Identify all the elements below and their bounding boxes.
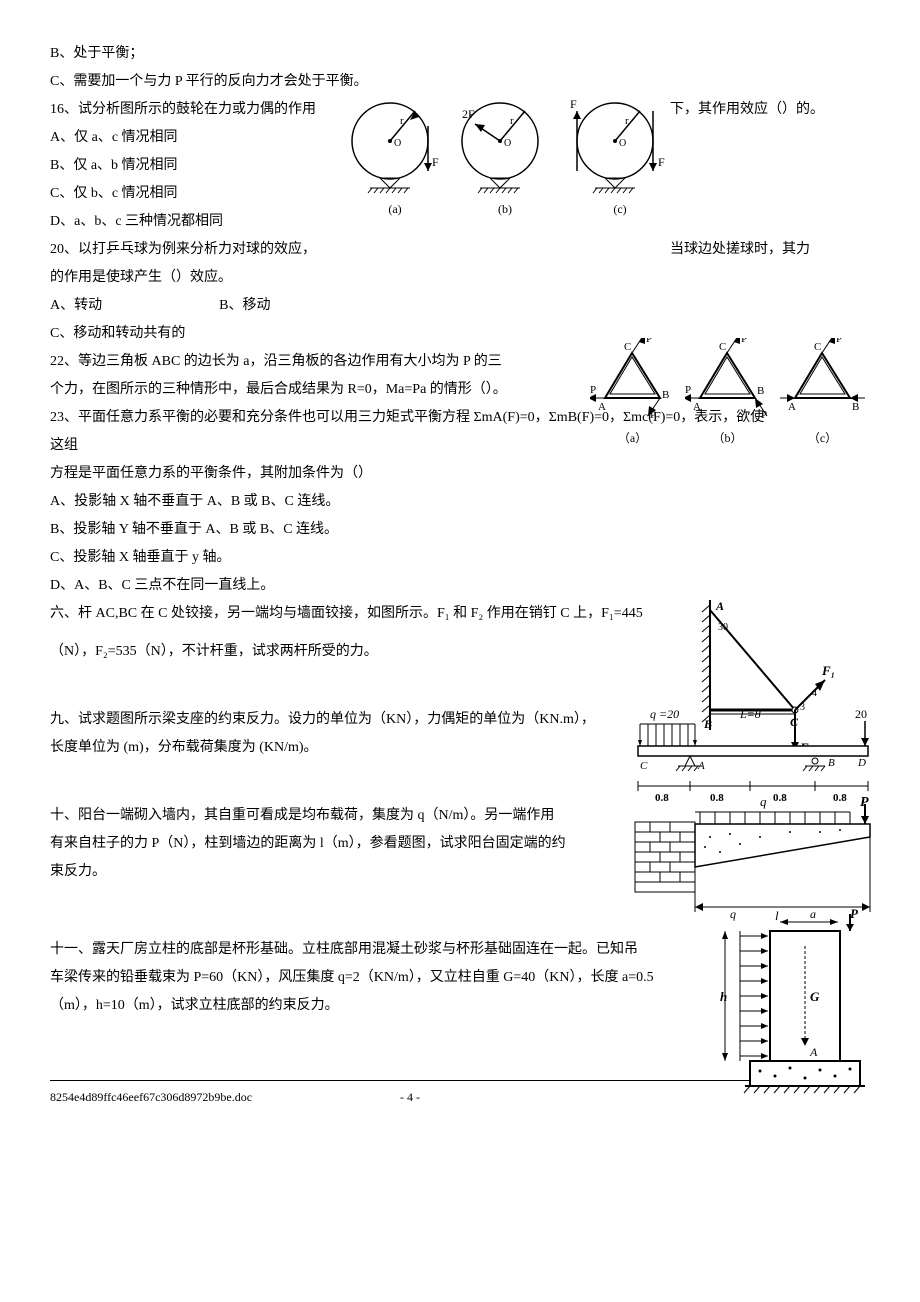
q16-cap-a: (a)	[388, 202, 401, 216]
svg-text:F: F	[432, 155, 439, 169]
svg-text:A: A	[693, 401, 701, 413]
svg-text:2F: 2F	[462, 107, 475, 121]
q23-opt-d: D、A、B、C 三点不在同一直线上。	[50, 572, 770, 600]
svg-text:q: q	[760, 794, 767, 809]
svg-text:F: F	[658, 155, 665, 169]
q22-cap-b: （b）	[712, 431, 742, 445]
svg-text:P: P	[590, 384, 596, 396]
q9: 九、试求题图所示梁支座的约束反力。设力的单位为（KN），力偶矩的单位为（KN.m…	[50, 706, 770, 762]
q16-cap-b: (b)	[498, 202, 512, 216]
svg-text:F₁: F₁	[821, 663, 835, 678]
svg-text:P: P	[685, 384, 691, 396]
svg-text:A: A	[809, 1045, 818, 1059]
svg-text:A: A	[788, 401, 796, 413]
svg-text:A: A	[697, 760, 705, 772]
q20-line1-left: 20、以打乒乓球为例来分析力对球的效应，	[50, 236, 770, 264]
q16-opt-b: B、仅 a、b 情况相同	[50, 152, 330, 180]
svg-text:C: C	[814, 341, 821, 353]
svg-text:A: A	[598, 401, 606, 413]
q11-figure: q a P h G A	[710, 906, 870, 1107]
q22-fig-b: PC PA BP	[685, 338, 770, 418]
svg-text:P: P	[836, 338, 842, 345]
svg-text:C: C	[719, 341, 726, 353]
q22-fig-c: P C A B	[780, 338, 865, 418]
q16-figure: r O F (a) r O 2F	[350, 96, 670, 224]
svg-text:P: P	[741, 338, 747, 345]
svg-text:B: B	[757, 385, 764, 397]
q20: 20、以打乒乓球为例来分析力对球的效应， 当球边处搓球时，其力 的作用是使球产生…	[50, 236, 770, 348]
q20-opt-a: A、转动	[50, 298, 102, 313]
svg-text:B: B	[852, 401, 859, 413]
q10-line2: 有来自柱子的力 P（N），柱到墙边的距离为 l（m），参看题图，试求阳台固定端的…	[50, 830, 610, 858]
q9-line2: 长度单位为 (m)，分布载荷集度为 (KN/m)。	[50, 734, 610, 762]
q23-line2: 方程是平面任意力系的平衡条件，其附加条件为（）	[50, 460, 770, 488]
q16-opt-d: D、a、b、c 三种情况都相同	[50, 208, 330, 236]
q22-cap-a: （a）	[618, 431, 647, 445]
q20-line1-right: 当球边处搓球时，其力	[670, 236, 810, 264]
pre-opt-b: B、处于平衡；	[50, 40, 770, 68]
svg-text:P: P	[761, 409, 767, 418]
q23-opt-a: A、投影轴 X 轴不垂直于 A、B 或 B、C 连线。	[50, 488, 770, 516]
q11: 十一、露天厂房立柱的底部是杯形基础。立柱底部用混凝土砂浆与杯形基础固连在一起。已…	[50, 936, 770, 1020]
q16: 16、试分析图所示的鼓轮在力或力偶的作用 下，其作用效应（）的。 A、仅 a、c…	[50, 96, 770, 236]
svg-text:q: q	[730, 907, 736, 921]
q16-opt-a: A、仅 a、c 情况相同	[50, 124, 330, 152]
q11-line2: 车梁传来的铅垂载束为 P=60（KN），风压集度 q=2（KN/m），又立柱自重…	[50, 964, 670, 992]
svg-text:L=8: L=8	[739, 707, 761, 721]
svg-text:P: P	[646, 338, 652, 345]
svg-text:20: 20	[855, 707, 867, 721]
q6-line2: （N），F₂=535（N），不计杆重，试求两杆所受的力。	[50, 638, 650, 666]
q16-fig-a: r O F	[350, 96, 440, 196]
q16-cap-c: (c)	[613, 202, 626, 216]
q16-fig-c: r O F F	[570, 96, 670, 196]
q11-line3: （m），h=10（m），试求立柱底部的约束反力。	[50, 992, 670, 1020]
q23-opt-b: B、投影轴 Y 轴不垂直于 A、B 或 B、C 连线。	[50, 516, 770, 544]
svg-text:D: D	[857, 757, 866, 769]
svg-text:a: a	[810, 907, 816, 921]
svg-text:F: F	[570, 97, 577, 111]
q20-opt-b: B、移动	[219, 298, 270, 313]
svg-text:O: O	[619, 138, 626, 149]
svg-text:q =20: q =20	[650, 707, 679, 721]
q11-line1: 十一、露天厂房立柱的底部是杯形基础。立柱底部用混凝土砂浆与杯形基础固连在一起。已…	[50, 936, 670, 964]
q22-figure: PC PA BP （a） PC PA BP （b）	[590, 338, 865, 450]
q16-stem-right: 下，其作用效应（）的。	[670, 96, 824, 124]
q16-fig-b: r O 2F	[460, 96, 550, 196]
footer-page: - 4 -	[290, 1085, 530, 1109]
svg-text:r: r	[625, 115, 629, 127]
q10: 十、阳台一端砌入墙内，其自重可看成是均布载荷，集度为 q（N/m）。另一端作用 …	[50, 802, 770, 886]
svg-text:30: 30	[718, 622, 728, 633]
q10-line1: 十、阳台一端砌入墙内，其自重可看成是均布载荷，集度为 q（N/m）。另一端作用	[50, 802, 610, 830]
q23-opt-c: C、投影轴 X 轴垂直于 y 轴。	[50, 544, 770, 572]
q10-line3: 束反力。	[50, 858, 610, 886]
q9-line1: 九、试求题图所示梁支座的约束反力。设力的单位为（KN），力偶矩的单位为（KN.m…	[50, 706, 610, 734]
svg-text:G: G	[810, 989, 820, 1004]
q20-opts-ab: A、转动 B、移动	[50, 292, 770, 320]
svg-text:C: C	[624, 341, 631, 353]
q22-line2: 个力，在图所示的三种情形中，最后合成结果为 R=0，Ma=Pa 的情形（）。	[50, 376, 580, 404]
svg-text:P: P	[650, 409, 656, 418]
svg-text:O: O	[394, 138, 401, 149]
pre-opt-c: C、需要加一个与力 P 平行的反向力才会处于平衡。	[50, 68, 770, 96]
q6-line1: 六、杆 AC,BC 在 C 处铰接，另一端均与墙面铰接，如图所示。F₁ 和 F₂…	[50, 600, 650, 628]
footer: 8254e4d89ffc46eef67c306d8972b9be.doc - 4…	[50, 1080, 770, 1109]
svg-text:P: P	[850, 906, 859, 921]
q22-fig-a: PC PA BP	[590, 338, 675, 418]
q22-cap-c: （c）	[808, 431, 837, 445]
svg-text:r: r	[510, 115, 514, 127]
svg-text:r: r	[400, 115, 404, 127]
svg-text:C: C	[640, 760, 648, 772]
svg-text:B: B	[828, 757, 835, 769]
q22: 22、等边三角板 ABC 的边长为 a，沿三角板的各边作用有大小均为 P 的三 …	[50, 348, 770, 404]
svg-text:A: A	[715, 600, 724, 613]
q6: 六、杆 AC,BC 在 C 处铰接，另一端均与墙面铰接，如图所示。F₁ 和 F₂…	[50, 600, 770, 666]
q20-line2: 的作用是使球产生（）效应。	[50, 264, 770, 292]
svg-text:B: B	[662, 389, 669, 401]
footer-filename: 8254e4d89ffc46eef67c306d8972b9be.doc	[50, 1085, 290, 1109]
svg-text:h: h	[720, 989, 727, 1004]
q22-line1: 22、等边三角板 ABC 的边长为 a，沿三角板的各边作用有大小均为 P 的三	[50, 348, 580, 376]
q16-opt-c: C、仅 b、c 情况相同	[50, 180, 330, 208]
svg-text:O: O	[504, 138, 511, 149]
svg-text:4: 4	[812, 688, 817, 699]
